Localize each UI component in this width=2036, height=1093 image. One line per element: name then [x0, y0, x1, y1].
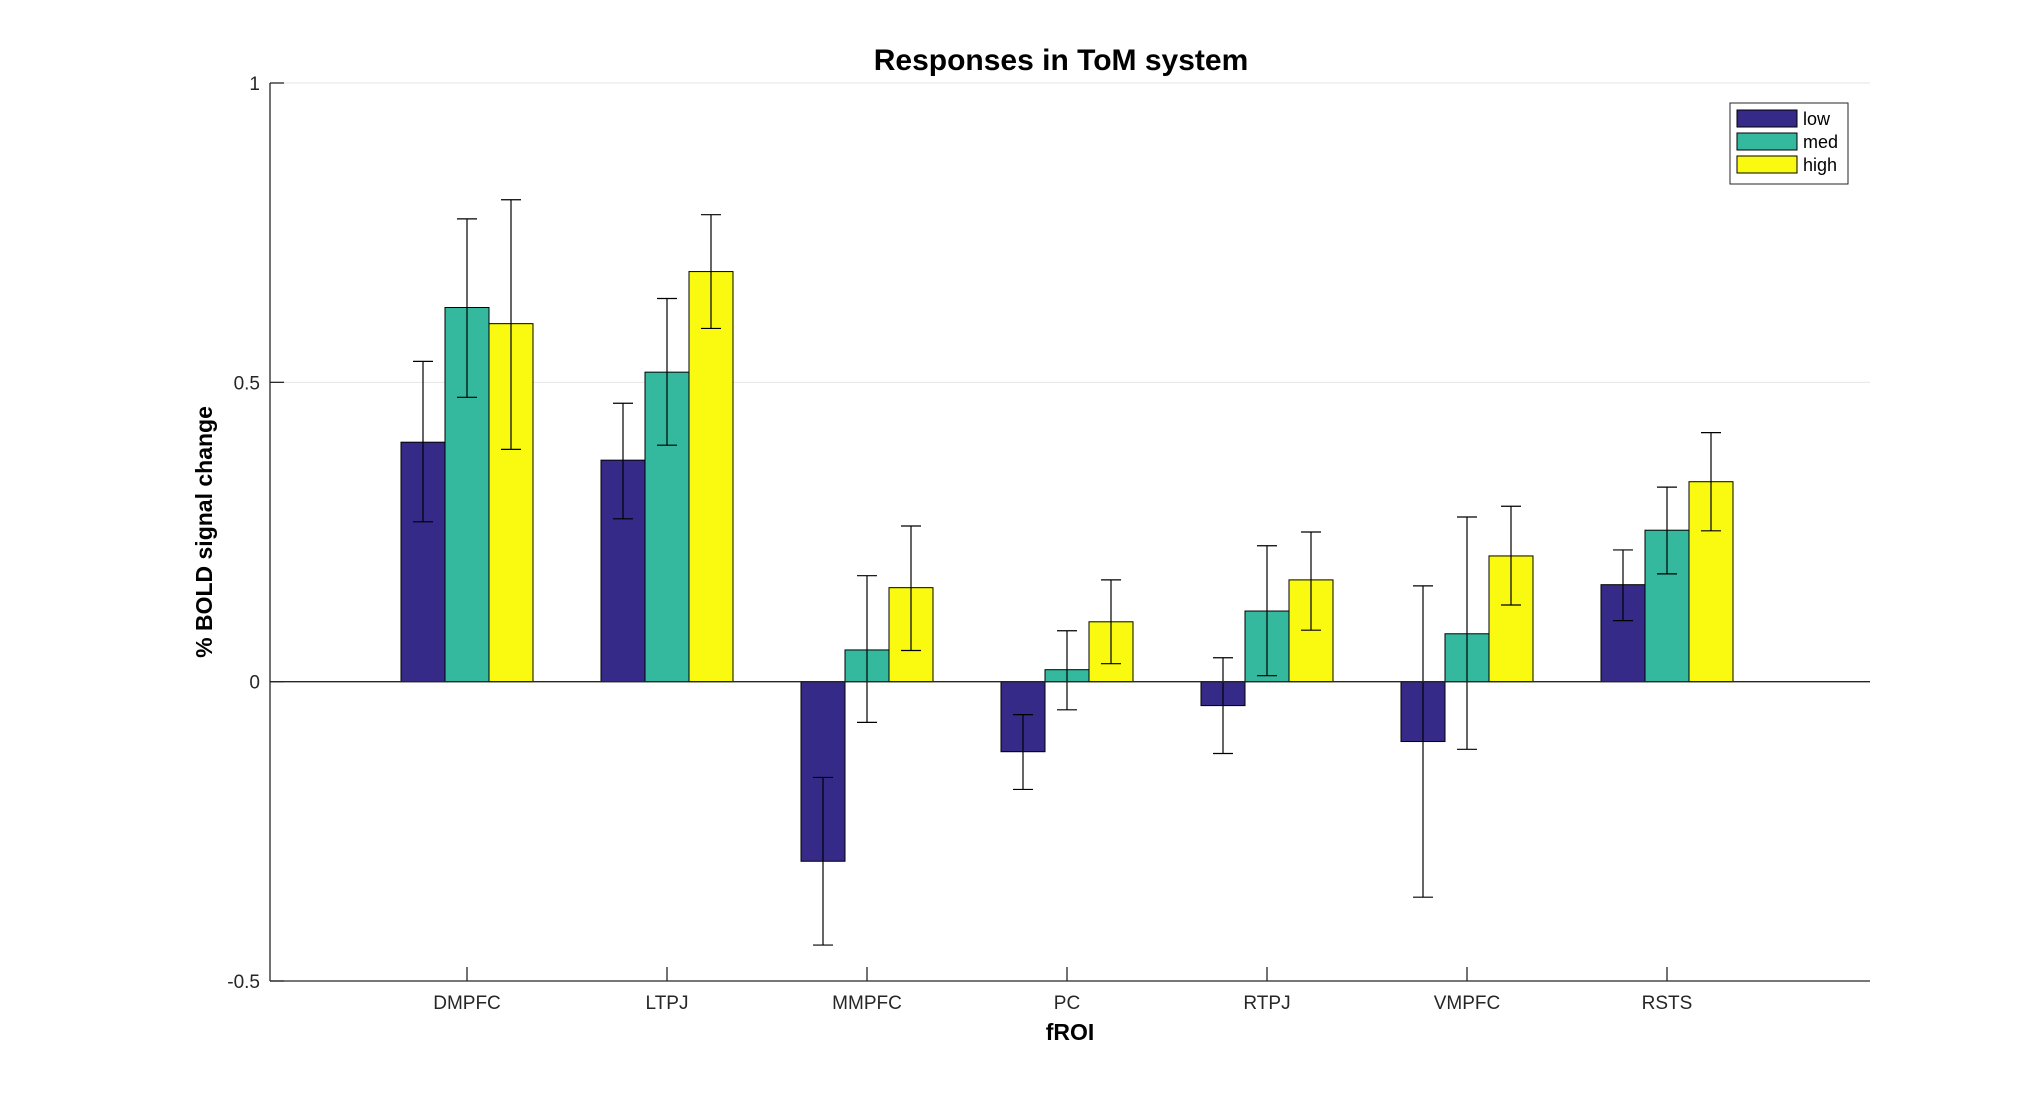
x-ticks: DMPFC LTPJ MMPFC PC RTPJ VMPFC RSTS: [433, 967, 1692, 1014]
error-bar-med-vmpfc: [1457, 516, 1477, 750]
error-bar-low-mmpfc: [813, 776, 833, 946]
y-axis-label: % BOLD signal change: [191, 406, 217, 658]
error-bar-high-pc: [1101, 579, 1121, 665]
error-bar-med-rtpj: [1257, 545, 1277, 677]
error-bar-high-mmpfc: [901, 525, 921, 652]
error-bar-low-rsts: [1613, 549, 1633, 622]
x-tick-label: DMPFC: [433, 993, 501, 1014]
bars: [400, 271, 1734, 862]
error-bar-high-ltpj: [701, 214, 721, 330]
x-tick-label: VMPFC: [1434, 993, 1501, 1014]
error-bars: [413, 199, 1721, 946]
error-bar-med-rsts: [1657, 486, 1677, 575]
y-tick-label: -0.5: [227, 972, 260, 993]
y-tick-label: 0.5: [234, 373, 260, 394]
y-ticks: -0.5 0 0.5 1: [227, 74, 284, 993]
error-bar-high-vmpfc: [1501, 505, 1521, 606]
error-bar-high-dmpfc: [501, 199, 521, 450]
x-tick-label: RSTS: [1642, 993, 1693, 1014]
error-bar-low-rtpj: [1213, 657, 1233, 755]
y-tick-label: 1: [249, 74, 260, 95]
bar-high-ltpj: [688, 271, 734, 683]
error-bar-low-dmpfc: [413, 360, 433, 523]
error-bar-low-vmpfc: [1413, 585, 1433, 898]
x-tick-label: RTPJ: [1243, 993, 1290, 1014]
error-bar-med-dmpfc: [457, 218, 477, 398]
legend-label-med: med: [1803, 132, 1838, 152]
error-bar-med-mmpfc: [857, 575, 877, 723]
error-bar-low-ltpj: [613, 402, 633, 520]
y-tick-label: 0: [249, 673, 260, 694]
error-bar-high-rsts: [1701, 432, 1721, 532]
legend-swatch-low: [1736, 109, 1798, 128]
chart-title: Responses in ToM system: [874, 44, 1249, 77]
x-tick-label: PC: [1054, 993, 1080, 1014]
x-tick-label: MMPFC: [832, 993, 902, 1014]
error-bar-high-rtpj: [1301, 531, 1321, 631]
x-axis-label: fROI: [1046, 1019, 1095, 1045]
x-tick-label: LTPJ: [646, 993, 689, 1014]
legend-swatch-med: [1736, 132, 1798, 151]
legend-label-high: high: [1803, 155, 1837, 175]
legend-swatch-high: [1736, 155, 1798, 174]
error-bar-med-ltpj: [657, 297, 677, 446]
error-bar-med-pc: [1057, 630, 1077, 711]
legend-label-low: low: [1803, 109, 1831, 129]
legend: low med high: [1729, 102, 1849, 185]
error-bar-low-pc: [1013, 713, 1033, 791]
